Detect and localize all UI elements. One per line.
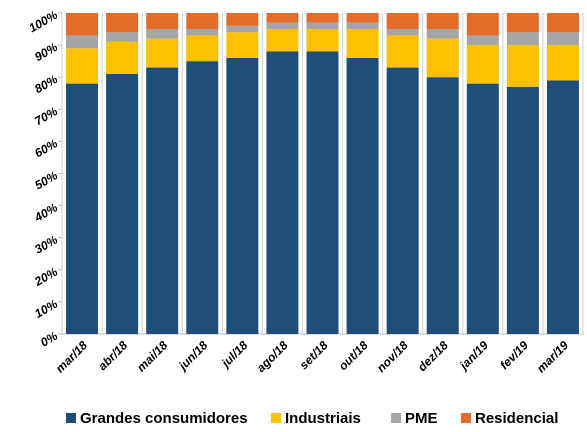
legend-label: Grandes consumidores (80, 410, 248, 427)
x-tick-label: fev/19 (497, 338, 531, 372)
y-tick-label: 30% (32, 232, 60, 256)
bar-segment (346, 13, 379, 23)
bar-segment (186, 13, 219, 30)
x-tick-label: set/18 (297, 338, 331, 372)
bar-segment (106, 73, 139, 335)
bar-segment (466, 13, 499, 36)
bar-segment (66, 35, 99, 49)
bar-segment (426, 13, 459, 30)
y-tick-label: 70% (32, 104, 60, 128)
y-tick-label: 10% (32, 297, 60, 321)
bar-segment (386, 29, 419, 36)
bar-segment (146, 38, 179, 68)
x-tick-label: ago/18 (254, 338, 291, 375)
y-tick-label: 20% (31, 264, 60, 289)
bar-segment (186, 35, 219, 62)
bar-segment (506, 32, 539, 46)
bar-segment (386, 13, 419, 30)
y-tick-label: 90% (32, 40, 60, 64)
x-tick-label: nov/18 (374, 338, 411, 375)
bar-segment (266, 29, 299, 52)
legend-label: PME (405, 410, 438, 427)
x-tick-label: mar/19 (534, 338, 571, 375)
bar-segment (146, 67, 179, 334)
bar-segment (426, 77, 459, 334)
bar-segment (226, 57, 259, 334)
bar-segment (146, 29, 179, 39)
y-tick-label: 80% (32, 72, 60, 96)
bar-segment (506, 86, 539, 334)
bar-segment (466, 45, 499, 84)
x-tick-label: out/18 (336, 338, 371, 373)
bar-segment (66, 48, 99, 84)
bar-segment (266, 51, 299, 335)
legend-label: Residencial (475, 410, 558, 427)
x-tick-label: jul/18 (217, 338, 250, 371)
bar-segment (506, 13, 539, 33)
bar-segment (226, 25, 259, 33)
legend-swatch (391, 413, 401, 423)
bar-segment (106, 13, 139, 33)
bar-segment (386, 35, 419, 68)
bar-segment (546, 45, 579, 81)
legend-label: Industriais (285, 410, 361, 427)
y-tick-label: 100% (26, 8, 60, 36)
legend-swatch (461, 413, 471, 423)
bar-segment (346, 22, 379, 30)
bar-segment (426, 29, 459, 39)
bar-segment (306, 22, 339, 30)
bar-segment (66, 13, 99, 36)
bar-segment (506, 45, 539, 87)
bar-segment (346, 57, 379, 334)
bar-segment (546, 80, 579, 334)
x-tick-label: mar/18 (53, 338, 90, 375)
bar-segment (106, 41, 139, 74)
legend-swatch (66, 413, 76, 423)
bar-segment (186, 29, 219, 36)
y-tick-label: 40% (31, 200, 60, 225)
x-tick-label: mai/18 (134, 338, 171, 375)
bar-segment (226, 13, 259, 26)
x-tick-label: jan/19 (456, 338, 492, 374)
legend-swatch (271, 413, 281, 423)
bar-segment (186, 61, 219, 335)
bar-segment (386, 67, 419, 334)
bar-segment (266, 22, 299, 30)
bar-segment (306, 51, 339, 335)
bar-segment (346, 29, 379, 58)
y-tick-label: 50% (32, 168, 60, 192)
bar-segment (66, 83, 99, 335)
bar-segment (266, 13, 299, 23)
bar-segment (466, 35, 499, 46)
bar-segment (466, 83, 499, 335)
x-tick-label: abr/18 (95, 338, 130, 373)
x-tick-label: jun/18 (175, 338, 211, 374)
bar-segment (306, 13, 339, 23)
y-tick-label: 0% (38, 329, 60, 350)
bar-segment (146, 13, 179, 30)
bar-segment (106, 32, 139, 42)
y-tick-label: 60% (32, 136, 60, 160)
bar-segment (426, 38, 459, 78)
bar-segment (546, 32, 579, 46)
bar-segment (546, 13, 579, 33)
x-tick-label: dez/18 (415, 338, 451, 374)
bar-segment (226, 32, 259, 58)
bar-segment (306, 29, 339, 52)
